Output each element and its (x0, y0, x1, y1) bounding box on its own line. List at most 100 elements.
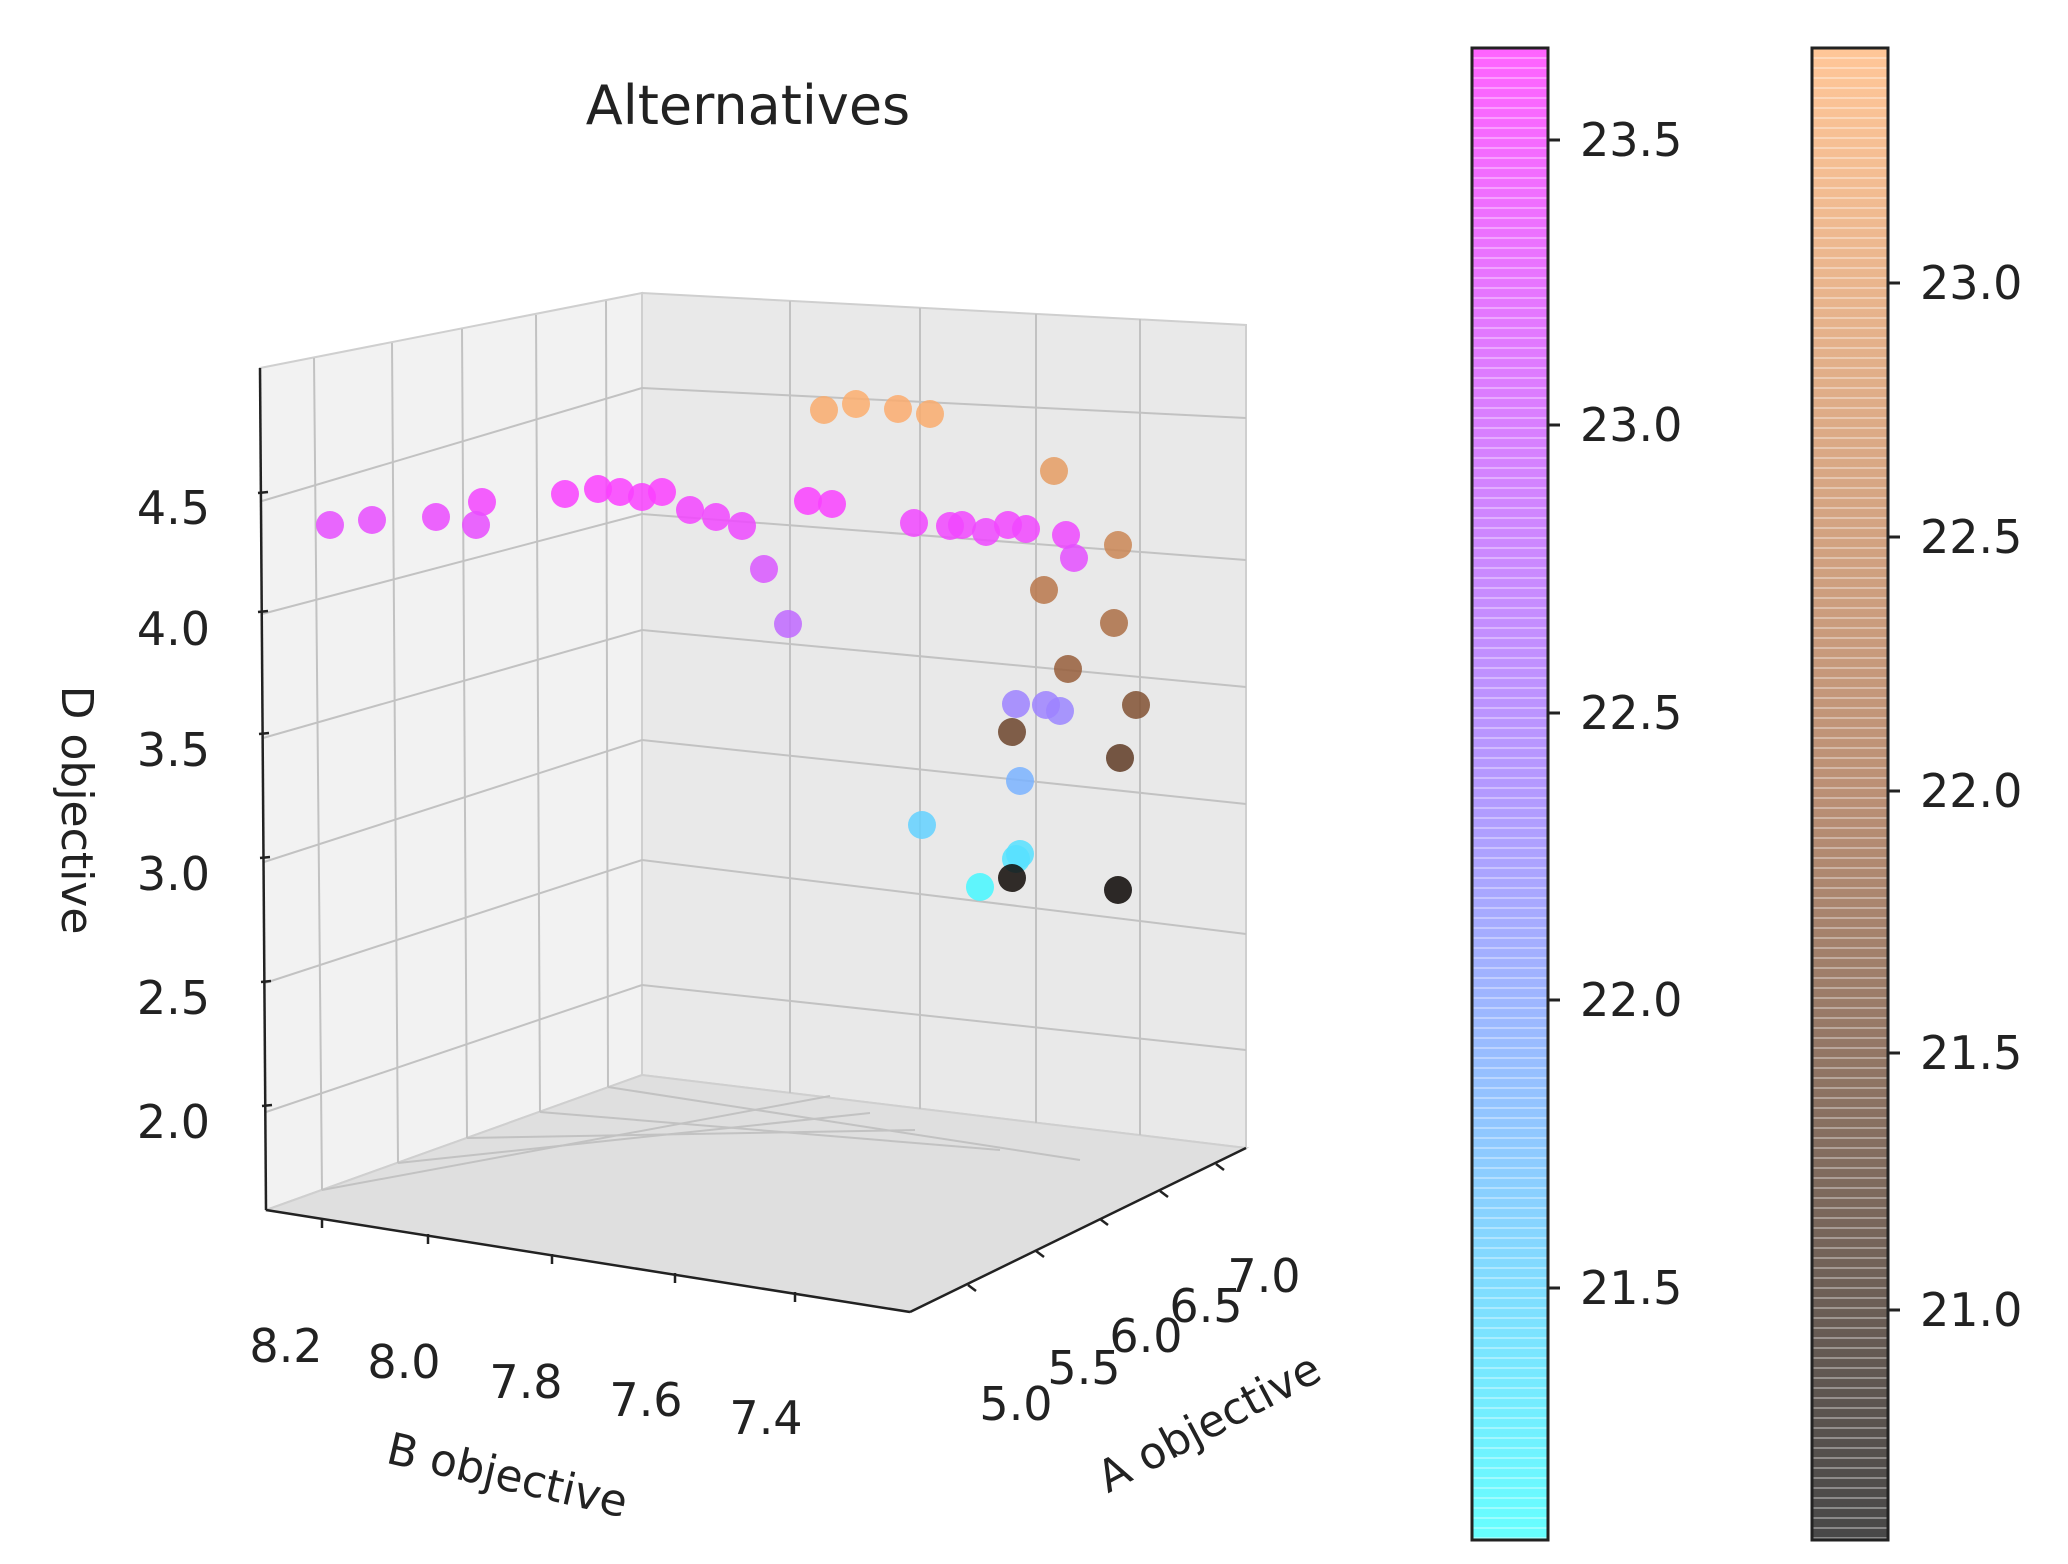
z-tick-label: 4.5 (137, 481, 210, 535)
data-point (908, 811, 936, 839)
x-tick-mark (1159, 1190, 1169, 1198)
colorbar-copper-stripes (1812, 48, 1888, 1540)
data-point (1006, 840, 1034, 868)
z-tick-mark (257, 609, 269, 614)
x-tick-mark (967, 1284, 977, 1292)
grid-line (261, 512, 1247, 615)
data-point (316, 511, 344, 539)
z-tick-mark (260, 979, 272, 984)
y-tick-label: 8.2 (249, 1319, 322, 1373)
z-tick-label: 3.5 (137, 723, 210, 777)
y-axis-label: B objective (382, 1423, 632, 1528)
data-point (1032, 691, 1060, 719)
x-tick-label: 6.0 (1109, 1309, 1182, 1363)
data-point (900, 509, 928, 537)
y-axis-line (265, 1208, 911, 1314)
x-axis-label: A objective (1089, 1343, 1329, 1503)
colorbar-tick-label: 21.0 (1920, 1283, 2022, 1337)
grid-line (466, 1129, 916, 1139)
colorbar-tick-label: 23.0 (1580, 398, 1682, 452)
data-point (468, 488, 496, 516)
data-point (1006, 767, 1034, 795)
colorbar-copper-frame (1810, 46, 1890, 1542)
data-point (1060, 544, 1088, 572)
data-point (774, 610, 802, 638)
z-tick-mark (259, 855, 271, 860)
data-point (358, 506, 386, 534)
data-point (1040, 457, 1068, 485)
z-tick-label: 2.0 (137, 1095, 210, 1149)
colorbar-tick-label: 22.0 (1580, 973, 1682, 1027)
data-point (551, 480, 579, 508)
x-tick-label: 5.0 (979, 1377, 1052, 1431)
tick-marks (257, 490, 1225, 1302)
grid-line (397, 1112, 871, 1164)
grid-line (313, 357, 323, 1191)
x-tick-labels: 5.0 5.5 6.0 6.5 7.0 (979, 1249, 1300, 1431)
data-point (972, 518, 1000, 546)
x-tick-label: 7.0 (1227, 1249, 1300, 1303)
z-tick-label: 3.0 (137, 847, 210, 901)
colorbar-tick-label: 21.5 (1580, 1261, 1682, 1315)
data-point (916, 400, 944, 428)
data-point (794, 487, 822, 515)
grid-line (607, 1086, 1081, 1161)
plot-3d-panes (258, 291, 1250, 1314)
colorbar-tick-label: 23.5 (1580, 113, 1682, 167)
data-point (1104, 531, 1132, 559)
data-point (998, 864, 1026, 892)
grid-line (605, 300, 609, 1088)
data-point (842, 390, 870, 418)
colorbar-tick-label: 22.0 (1920, 764, 2022, 818)
grid-line (263, 738, 1247, 863)
y-tick-labels: 8.2 8.0 7.8 7.6 7.4 (249, 1319, 802, 1445)
z-axis-line (258, 367, 268, 1211)
data-points (316, 390, 1150, 904)
x-tick-mark (1099, 1218, 1109, 1226)
colorbar-tick-label: 23.0 (1920, 256, 2022, 310)
z-axis-label: D objective (51, 686, 102, 935)
data-point (606, 478, 634, 506)
data-point (948, 511, 976, 539)
y-tick-label: 8.0 (367, 1335, 440, 1389)
x-axis-line (909, 1146, 1247, 1314)
colorbar-tick-label: 22.5 (1920, 510, 2022, 564)
data-point (818, 490, 846, 518)
data-point (966, 873, 994, 901)
data-point (648, 478, 676, 506)
z-tick-label: 4.0 (137, 602, 210, 656)
data-point (810, 396, 838, 424)
colorbar-tick-label: 22.5 (1580, 686, 1682, 740)
grid-line (535, 314, 541, 1113)
colorbar-cool-frame (1470, 46, 1550, 1542)
grid-line (321, 1095, 831, 1191)
z-tick-mark (261, 1103, 273, 1108)
axis-lines (258, 367, 1247, 1314)
colorbar-copper: 23.0 22.5 22.0 21.5 21.0 (1810, 46, 2022, 1542)
data-point (1122, 691, 1150, 719)
grid-line (262, 628, 1247, 739)
y-tick-label: 7.6 (609, 1373, 682, 1427)
x-tick-label: 6.5 (1169, 1279, 1242, 1333)
data-point (702, 503, 730, 531)
y-tick-label: 7.8 (489, 1355, 562, 1409)
data-point (1106, 744, 1134, 772)
data-point (1030, 576, 1058, 604)
data-point (584, 475, 612, 503)
data-point (462, 511, 490, 539)
grid-line (539, 1111, 1001, 1151)
right-pane (641, 291, 1247, 1150)
data-point (728, 512, 756, 540)
data-point (1012, 515, 1040, 543)
x-tick-label: 5.5 (1047, 1341, 1120, 1395)
data-point (884, 395, 912, 423)
grid-line (391, 342, 399, 1164)
x-tick-mark (1035, 1250, 1045, 1258)
data-point (750, 555, 778, 583)
grid-line (265, 983, 1247, 1113)
data-point (1054, 655, 1082, 683)
z-tick-label: 2.5 (137, 971, 210, 1025)
chart-title: Alternatives (586, 74, 910, 137)
